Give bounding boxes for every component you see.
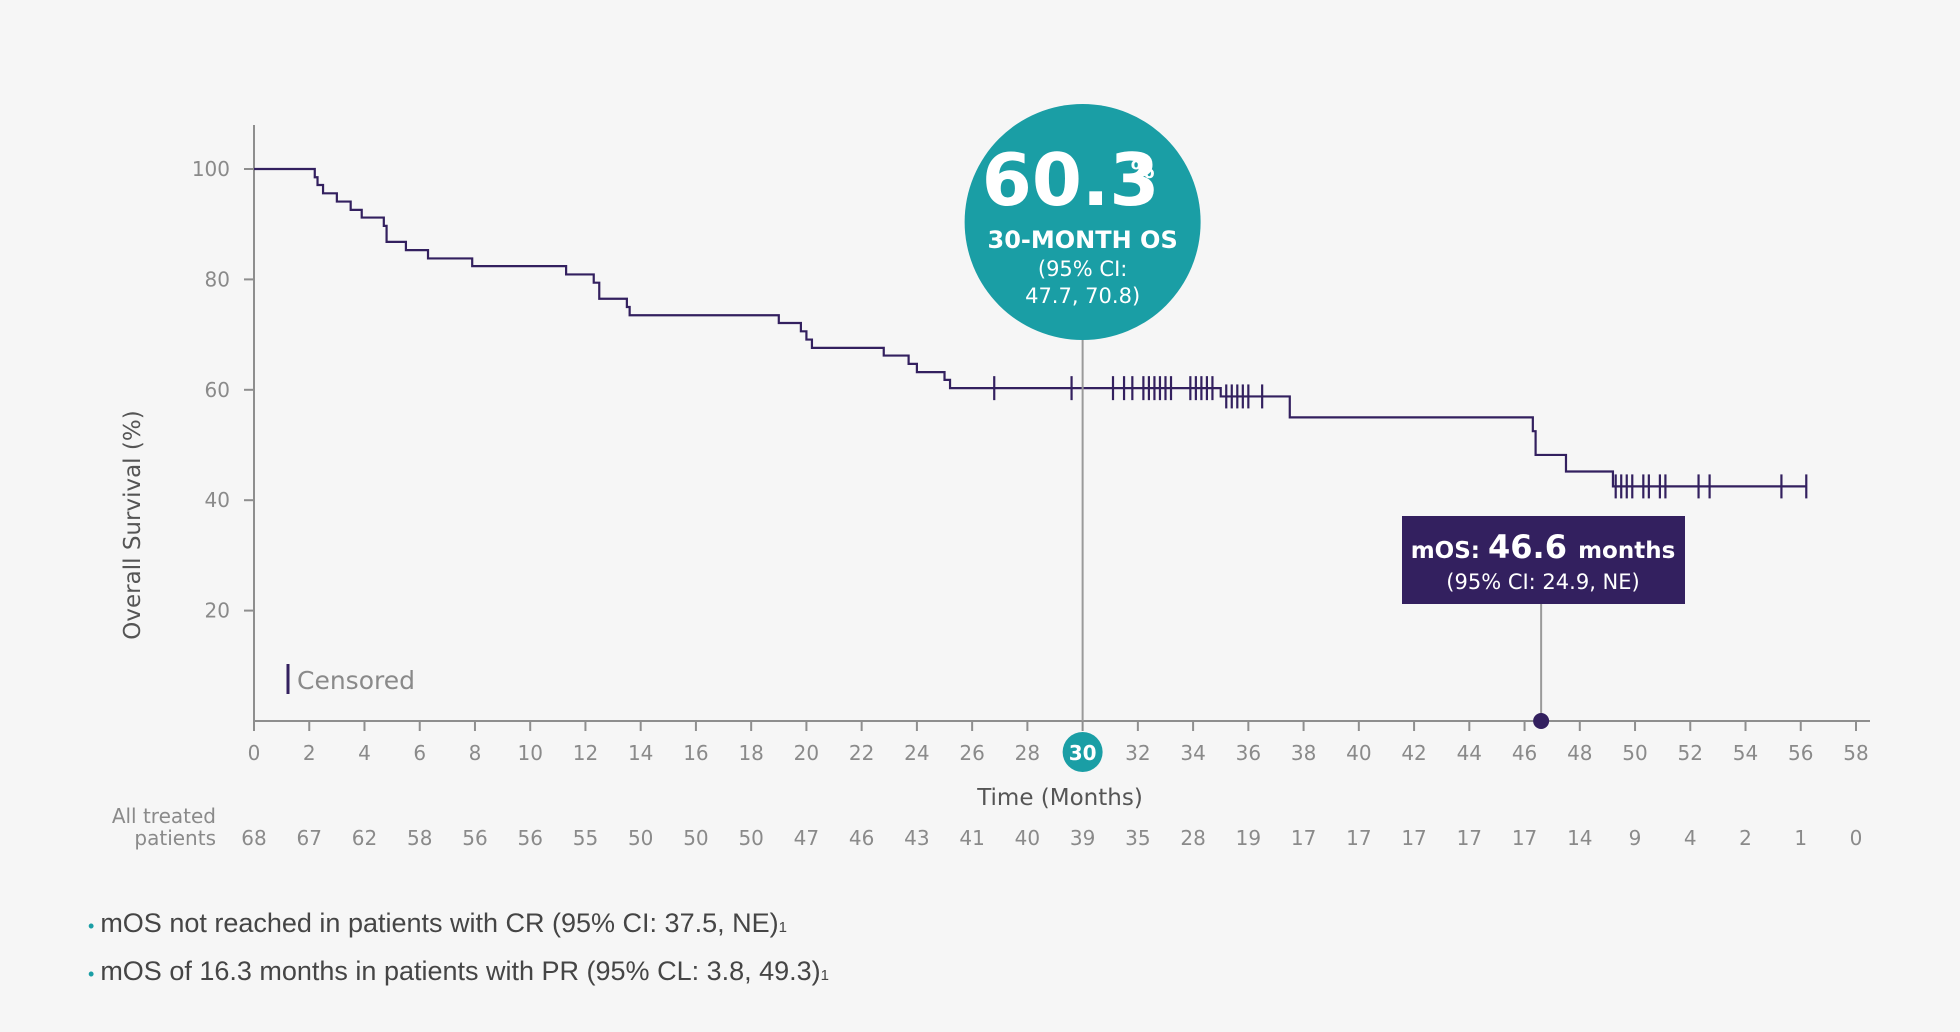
y-axis-title: Overall Survival (%) (120, 410, 146, 639)
mos-ci: (95% CI: 24.9, NE) (1446, 570, 1639, 594)
x-tick-label-24: 24 (904, 741, 929, 765)
risk-count-42: 17 (1401, 826, 1426, 850)
risk-count-34: 28 (1180, 826, 1205, 850)
risk-count-0: 68 (241, 826, 266, 850)
x-tick-label-58: 58 (1843, 741, 1868, 765)
mos-prefix: mOS: (1411, 538, 1488, 564)
x-tick-label-34: 34 (1180, 741, 1205, 765)
y-tick-label-40: 40 (205, 488, 230, 512)
mos-headline: mOS: 46.6 months (1411, 528, 1676, 566)
x-tick-label-50: 50 (1622, 741, 1647, 765)
x-tick-label-28: 28 (1015, 741, 1040, 765)
x-badge-label: 30 (1069, 741, 1097, 765)
x-tick-label-6: 6 (413, 741, 426, 765)
x-tick-label-4: 4 (358, 741, 371, 765)
x-tick-label-56: 56 (1788, 741, 1813, 765)
x-tick-label-38: 38 (1291, 741, 1316, 765)
mos-point (1533, 713, 1550, 729)
bullet-pr-sup: 1 (820, 967, 830, 984)
risk-count-40: 17 (1346, 826, 1371, 850)
x-tick-label-42: 42 (1401, 741, 1426, 765)
risk-count-50: 9 (1629, 826, 1642, 850)
risk-count-24: 43 (904, 826, 929, 850)
bullet-cr-text: mOS not reached in patients with CR (95%… (100, 908, 779, 938)
x-tick-label-46: 46 (1512, 741, 1537, 765)
risk-count-8: 56 (462, 826, 487, 850)
risk-count-22: 46 (849, 826, 874, 850)
footnote-bullets: • mOS not reached in patients with CR (9… (88, 908, 829, 1004)
bullet-pr: • mOS of 16.3 months in patients with PR… (88, 956, 829, 1004)
risk-count-36: 19 (1236, 826, 1261, 850)
y-tick-label-60: 60 (205, 378, 230, 402)
x-axis-title: Time (Months) (976, 785, 1143, 811)
x-tick-label-16: 16 (683, 741, 708, 765)
mos-unit: months (1578, 538, 1675, 564)
x-tick-label-22: 22 (849, 741, 874, 765)
risk-count-6: 58 (407, 826, 432, 850)
x-tick-label-32: 32 (1125, 741, 1150, 765)
bullet-dot-icon: • (88, 916, 95, 936)
risk-count-2: 67 (297, 826, 322, 850)
x-badge-circle (1062, 732, 1103, 772)
y-tick-label-20: 20 (205, 599, 230, 623)
risk-count-20: 47 (794, 826, 819, 850)
risk-count-52: 4 (1684, 826, 1697, 850)
risk-count-32: 35 (1125, 826, 1150, 850)
risk-count-46: 17 (1512, 826, 1537, 850)
os-unit: % (1131, 156, 1155, 184)
risk-count-28: 40 (1015, 826, 1040, 850)
annotations: Censored 60.3% 30-MONTH OS (95% CI: 47.7, 70… (286, 104, 1685, 772)
risk-count-44: 17 (1457, 826, 1482, 850)
os-label: 30-MONTH OS (988, 226, 1178, 254)
x-tick-label-14: 14 (628, 741, 653, 765)
x-tick-label-40: 40 (1346, 741, 1371, 765)
risk-count-12: 55 (573, 826, 598, 850)
x-tick-label-12: 12 (573, 741, 598, 765)
bullet-dot-icon: • (88, 964, 95, 984)
risk-count-30: 39 (1070, 826, 1095, 850)
os-ci-line2: 47.7, 70.8) (1025, 284, 1140, 308)
risk-count-16: 50 (683, 826, 708, 850)
x-tick-label-20: 20 (794, 741, 819, 765)
x-tick-label-48: 48 (1567, 741, 1592, 765)
risk-count-14: 50 (628, 826, 653, 850)
censored-legend-label: Censored (297, 666, 415, 695)
bullet-cr: • mOS not reached in patients with CR (9… (88, 908, 829, 956)
os-ci-line1: (95% CI: (1038, 257, 1127, 281)
risk-count-4: 62 (352, 826, 377, 850)
x-tick-label-10: 10 (517, 741, 542, 765)
y-tick-label-100: 100 (192, 157, 230, 181)
risk-count-56: 1 (1794, 826, 1807, 850)
risk-count-18: 50 (738, 826, 763, 850)
x-tick-label-26: 26 (959, 741, 984, 765)
x-tick-label-52: 52 (1678, 741, 1703, 765)
x-tick-label-0: 0 (248, 741, 261, 765)
risk-count-54: 2 (1739, 826, 1752, 850)
survival-curve (254, 167, 1808, 499)
risk-table-label-line2: patients (134, 826, 216, 850)
risk-count-10: 56 (517, 826, 542, 850)
x-tick-label-18: 18 (738, 741, 763, 765)
mos-box (1402, 516, 1685, 604)
bullet-cr-sup: 1 (778, 919, 787, 936)
x-tick-label-2: 2 (303, 741, 316, 765)
risk-count-48: 14 (1567, 826, 1592, 850)
risk-count-38: 17 (1291, 826, 1316, 850)
y-tick-label-80: 80 (205, 267, 230, 291)
os-circle (964, 104, 1201, 340)
x-tick-label-8: 8 (469, 741, 482, 765)
x-tick-label-54: 54 (1733, 741, 1758, 765)
risk-count-58: 0 (1850, 826, 1863, 850)
survival-step-line (254, 167, 1807, 488)
mos-value: 46.6 (1488, 528, 1578, 566)
x-tick-label-36: 36 (1236, 741, 1261, 765)
x-tick-label-44: 44 (1457, 741, 1482, 765)
bullet-pr-text: mOS of 16.3 months in patients with PR (… (100, 956, 821, 986)
os-value: 60.3 (982, 138, 1160, 222)
risk-table-label-line1: All treated (112, 804, 216, 828)
risk-count-26: 41 (959, 826, 984, 850)
